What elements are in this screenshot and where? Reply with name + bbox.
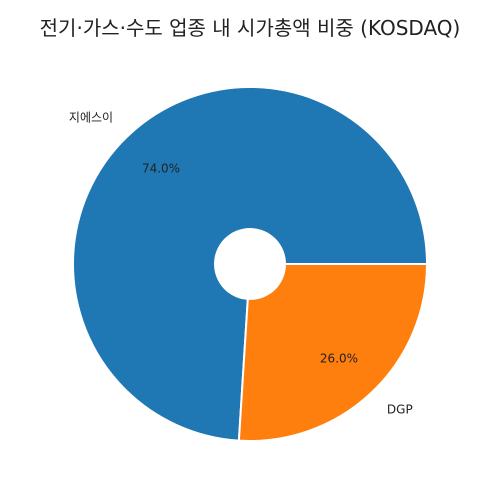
percent-label-1: 74.0% [142,162,180,176]
category-label-1: 지에스이 [69,111,113,125]
donut-hole [214,228,286,300]
percent-label-2: 26.0% [320,351,358,365]
category-label-2: DGP [387,402,413,416]
pie-labels: 지에스이 74.0% DGP 26.0% [69,111,413,417]
chart-title: 전기·가스·수도 업종 내 시가총액 비중 (KOSDAQ) [39,16,461,40]
pie-slice-2 [237,263,429,442]
